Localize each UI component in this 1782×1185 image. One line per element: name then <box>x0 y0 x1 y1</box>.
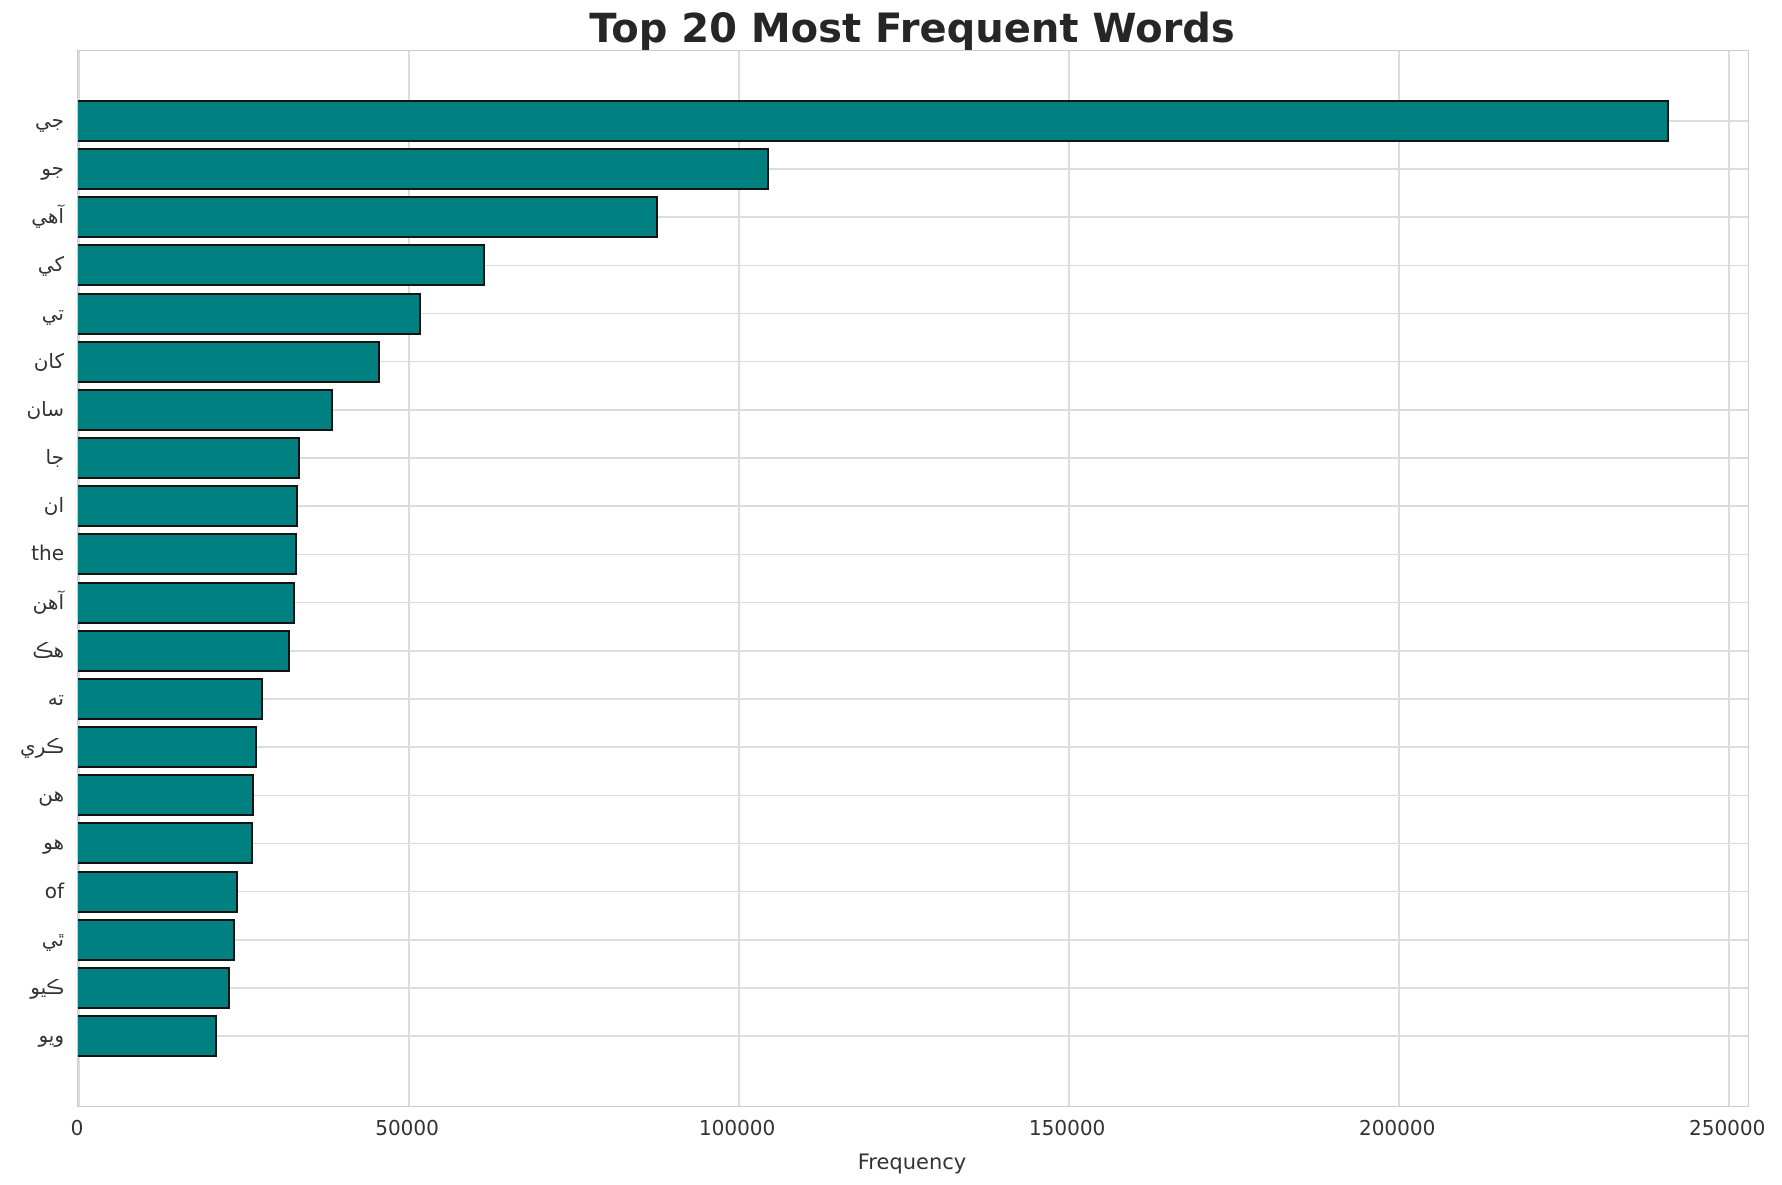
bar-ڪيو <box>78 966 230 1009</box>
y-tick-label: جا <box>45 445 64 470</box>
y-gridline <box>78 939 1748 941</box>
y-tick-label: of <box>44 878 64 903</box>
bar-ان <box>78 485 298 528</box>
y-tick-label: کي <box>37 252 64 277</box>
y-tick-label: آهن <box>32 589 64 614</box>
bar-کان <box>78 340 381 383</box>
y-gridline <box>78 553 1748 556</box>
y-tick-label: ڪيو <box>30 974 64 999</box>
plot-area <box>77 50 1749 1107</box>
y-tick-label: هو <box>43 830 64 855</box>
x-gridline <box>738 51 740 1106</box>
y-gridline <box>78 698 1748 700</box>
bar-سان <box>78 388 333 431</box>
y-gridline <box>78 746 1748 748</box>
bar-هڪ <box>78 629 290 672</box>
y-gridline <box>78 890 1748 893</box>
y-tick-label: کان <box>33 348 64 373</box>
bar-ويو <box>78 1015 218 1058</box>
y-tick-label: ان <box>43 493 64 518</box>
x-tick-label: 50000 <box>375 1116 439 1140</box>
bar-جي <box>78 99 1669 142</box>
y-gridline <box>78 216 1748 218</box>
x-axis-label: Frequency <box>857 1150 967 1174</box>
y-gridline <box>78 168 1748 170</box>
y-gridline <box>78 409 1748 411</box>
chart-title: Top 20 Most Frequent Words <box>589 6 1235 52</box>
y-tick-label: جو <box>41 156 64 181</box>
x-gridline <box>408 51 410 1106</box>
x-gridline <box>1068 51 1070 1106</box>
y-tick-label: سان <box>26 396 64 421</box>
y-gridline <box>78 601 1748 604</box>
y-tick-label: ڪري <box>19 734 64 759</box>
y-gridline <box>78 264 1748 267</box>
bar-ٿي <box>78 918 236 961</box>
x-gridline <box>78 51 80 1106</box>
y-gridline <box>78 457 1748 459</box>
y-gridline <box>78 987 1748 989</box>
y-tick-label: جي <box>34 107 64 132</box>
bar-تي <box>78 292 422 335</box>
x-tick-label: 200000 <box>1358 1116 1436 1140</box>
y-gridline <box>78 794 1748 797</box>
x-gridline <box>1398 51 1400 1106</box>
y-gridline <box>78 360 1748 363</box>
x-tick-label: 150000 <box>1028 1116 1106 1140</box>
y-gridline <box>78 842 1748 845</box>
bar-آهن <box>78 581 296 624</box>
bar-جا <box>78 437 300 480</box>
y-tick-label: هڪ <box>32 637 64 662</box>
bar-آهي <box>78 196 659 239</box>
y-tick-label: the <box>31 541 64 566</box>
y-tick-label: ته <box>47 685 64 710</box>
bar-کي <box>78 244 486 287</box>
bar-ڪري <box>78 726 257 769</box>
bar-ته <box>78 677 263 720</box>
bar-the <box>78 533 298 576</box>
y-tick-label: آهي <box>31 204 64 229</box>
y-gridline <box>78 505 1748 507</box>
x-tick-label: 250000 <box>1689 1116 1766 1140</box>
bar-هو <box>78 822 253 865</box>
y-tick-label: ٿي <box>41 926 64 951</box>
y-tick-label: هن <box>38 782 64 807</box>
x-tick-label: 100000 <box>698 1116 776 1140</box>
bar-of <box>78 870 238 913</box>
y-tick-label: تي <box>41 300 64 325</box>
bar-جو <box>78 148 770 191</box>
y-tick-label: ويو <box>38 1023 64 1048</box>
bar-هن <box>78 774 255 817</box>
y-gridline <box>78 312 1748 315</box>
x-gridline <box>1728 51 1730 1106</box>
y-gridline <box>78 1035 1748 1037</box>
x-tick-label: 0 <box>70 1116 84 1140</box>
y-gridline <box>78 650 1748 652</box>
